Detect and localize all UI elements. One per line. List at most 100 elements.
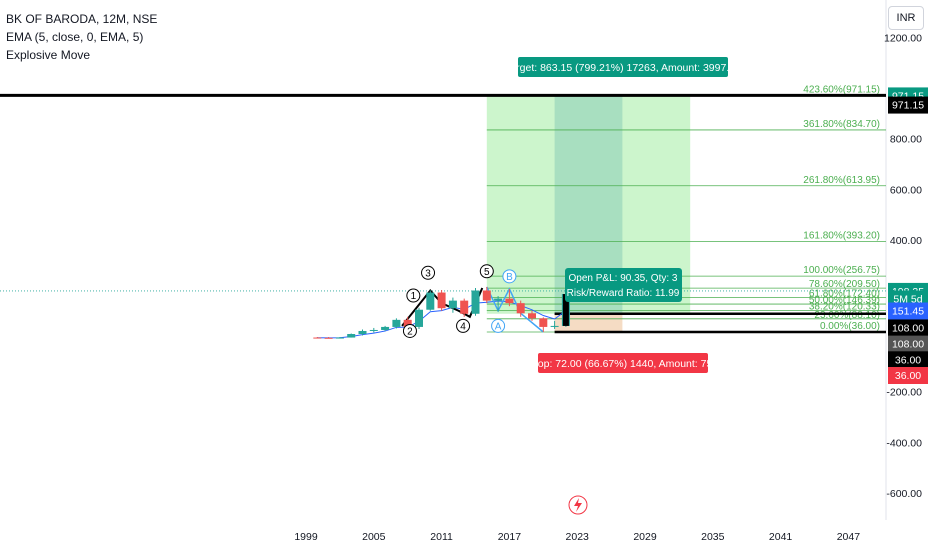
price-axis-badge-bg: [888, 96, 928, 114]
wave-label-circle: [479, 264, 494, 279]
candle-body: [347, 334, 356, 338]
current-candle: [562, 294, 569, 326]
x-tick-label: 2023: [566, 531, 590, 543]
wave-label: 1: [411, 291, 417, 302]
price-axis-badge-bg: [888, 366, 928, 384]
x-tick-label: 1999: [294, 531, 318, 543]
stop-label-text: Stop: 72.00 (66.67%) 1440, Amount: 750: [528, 358, 718, 370]
fib-level-label: 261.80%(613.95): [803, 175, 880, 186]
wave-label-circle: [502, 269, 517, 284]
candle-body: [505, 298, 514, 304]
candle-body: [494, 298, 503, 301]
fib-level-label: 100.00%(256.75): [803, 265, 880, 276]
wave-label-circle: [456, 318, 471, 333]
fib-level-label: 361.80%(834.70): [803, 119, 880, 130]
stop-label: Stop: 72.00 (66.67%) 1440, Amount: 750: [528, 353, 718, 373]
wave-label: 5: [484, 267, 490, 278]
fib-level-label: 61.80%(172.40): [809, 288, 880, 299]
lightning-icon: [568, 495, 588, 515]
fib-level-label: 161.80%(393.20): [803, 231, 880, 242]
price-axis-badge-text: 151.45: [892, 305, 924, 317]
candle-body: [528, 313, 536, 319]
fib-level-label: 78.60%(209.50): [809, 279, 880, 290]
x-tick-label: 2035: [701, 531, 725, 543]
candle-body: [437, 292, 446, 309]
price-axis-badge-text: 108.00: [892, 322, 924, 334]
pnl-label-text: Risk/Reward Ratio: 11.99: [567, 288, 680, 299]
price-axis-badge: 151.45: [888, 302, 928, 320]
wave-label: B: [506, 272, 513, 283]
stop-zone: [554, 313, 623, 332]
y-tick-label: -200.00: [886, 387, 922, 399]
candle-body: [324, 337, 333, 339]
script-label[interactable]: Explosive Move: [6, 48, 91, 62]
fib-level-label: 38.20%(120.33): [809, 302, 880, 313]
price-axis-badge-text: 108.00: [892, 339, 924, 351]
price-axis-badge-text: 36.00: [895, 370, 921, 382]
wave-label: 3: [425, 268, 431, 279]
fib-level-label: 50.00%(146.39): [809, 295, 880, 306]
pnl-label: Open P&L: 90.35, Qty: 3 Risk/Reward Ratio…: [565, 268, 682, 302]
x-tick-label: 2011: [430, 531, 453, 543]
y-tick-label: 600.00: [890, 184, 922, 196]
candle-body: [381, 326, 390, 330]
price-axis-badge-text: 971.15: [892, 100, 924, 112]
candle-body: [392, 319, 401, 327]
lightning-icon-bolt: [574, 498, 582, 512]
x-tick-label: 2029: [633, 531, 657, 543]
pnl-label-bg: [565, 268, 682, 302]
x-tick-label: 2047: [837, 531, 861, 543]
candle-body: [426, 292, 435, 310]
symbol-title[interactable]: BK OF BARODA, 12M, NSE: [6, 12, 158, 26]
candle-body: [550, 325, 559, 327]
wave-label-circle: [421, 265, 436, 280]
x-tick-label: 2041: [769, 531, 793, 543]
wave-label-circle: [491, 318, 506, 333]
wave-label: 4: [460, 321, 466, 332]
price-axis-badge-bg: [888, 319, 928, 337]
price-axis-badge: 108.00: [888, 335, 928, 353]
currency-button[interactable]: INR: [888, 6, 924, 30]
candle-body: [539, 318, 548, 327]
price-axis-badge: 36.00: [888, 351, 928, 369]
fib-level-label: 423.60%(971.15): [803, 84, 880, 95]
x-tick-label: 2017: [498, 531, 522, 543]
candle-body: [471, 290, 480, 314]
price-axis-badge-bg: [888, 335, 928, 353]
wave-label-circle: [406, 288, 421, 303]
price-axis-badge: 971.15: [888, 96, 928, 114]
ema-indicator-label[interactable]: EMA (5, close, 0, EMA, 5): [6, 30, 144, 44]
price-axis-badge-bg: [888, 302, 928, 320]
y-tick-label: 400.00: [890, 235, 922, 247]
x-tick-label: 2005: [362, 531, 386, 543]
chart-legend: BK OF BARODA, 12M, NSE EMA (5, close, 0,…: [6, 10, 157, 64]
fib-level-label: 23.60%(88.10): [814, 310, 880, 321]
candle-body: [415, 309, 423, 327]
target-label: Target: 863.15 (799.21%) 17263, Amount: …: [505, 57, 741, 77]
candle-body: [460, 300, 469, 314]
price-axis-badge-text: 36.00: [895, 354, 921, 366]
stop-label-bg: [538, 353, 708, 373]
candle-body: [358, 330, 367, 335]
price-axis-badge-bg: [888, 351, 928, 369]
price-axis-badge: 108.00: [888, 319, 928, 337]
candle-body: [403, 319, 412, 327]
candle-body: [313, 337, 322, 339]
y-tick-label: -400.00: [886, 437, 922, 449]
fib-level-label: 0.00%(36.00): [820, 321, 880, 332]
y-tick-label: 800.00: [890, 134, 922, 146]
candle-body: [369, 329, 378, 331]
y-tick-label: 1200.00: [884, 33, 922, 45]
candle-body: [516, 303, 525, 314]
y-tick-label: -600.00: [886, 488, 922, 500]
candle-body: [448, 300, 457, 309]
candle-body: [335, 337, 344, 339]
pnl-label-text: Open P&L: 90.35, Qty: 3: [569, 273, 678, 284]
wave-label-circle: [402, 323, 417, 338]
price-axis-badge: 36.00: [888, 366, 928, 384]
target-label-text: Target: 863.15 (799.21%) 17263, Amount: …: [505, 62, 741, 74]
target-label-bg: [518, 57, 728, 77]
wave-label: A: [495, 321, 502, 332]
